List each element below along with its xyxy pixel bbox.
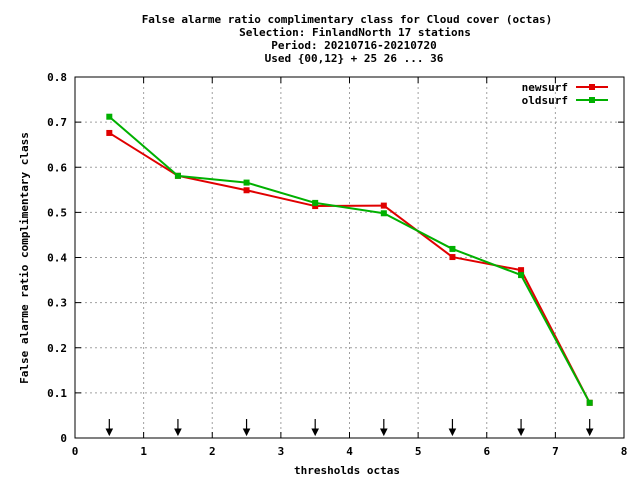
data-point — [380, 202, 387, 209]
y-tick-label: 0.2 — [47, 342, 67, 355]
data-point — [518, 267, 525, 274]
x-tick-label: 5 — [415, 445, 422, 458]
threshold-arrow — [517, 419, 525, 437]
threshold-arrow — [585, 419, 594, 437]
legend-item-newsurf: newsurf — [522, 81, 608, 94]
y-tick-label: 0.7 — [47, 116, 67, 129]
threshold-arrow — [174, 419, 182, 437]
axis-ticks — [74, 76, 625, 439]
grid — [75, 77, 624, 438]
legend-label: oldsurf — [522, 94, 568, 107]
y-tick-label: 0.3 — [47, 297, 67, 310]
x-tick-label: 6 — [483, 445, 490, 458]
title-line-2: Selection: FinlandNorth 17 stations — [239, 26, 471, 39]
data-point — [243, 187, 250, 194]
y-tick-label: 0.8 — [47, 71, 67, 84]
threshold-arrow — [311, 419, 319, 437]
y-tick-label: 0.1 — [47, 387, 67, 400]
threshold-arrow — [105, 419, 114, 437]
chart-title: False alarme ratio complimentary class f… — [142, 13, 553, 65]
title-line-1: False alarme ratio complimentary class f… — [142, 13, 553, 26]
series-line — [108, 115, 591, 404]
threshold-arrows — [105, 419, 594, 437]
series-line — [108, 132, 591, 404]
threshold-arrow — [380, 419, 388, 437]
series — [106, 113, 593, 406]
x-tick-label: 0 — [72, 445, 79, 458]
y-tick-label: 0.6 — [47, 161, 67, 174]
legend-marker — [589, 84, 595, 90]
x-axis-label: thresholds octas — [294, 464, 400, 477]
data-point — [380, 210, 387, 217]
x-tick-labels: 0 1 2 3 4 5 6 7 8 — [72, 445, 628, 458]
data-point — [243, 179, 250, 186]
data-point — [312, 203, 319, 210]
y-axis-label: False alarme ratio complimentary class — [18, 132, 31, 384]
y-tick-label: 0.4 — [47, 252, 67, 265]
x-tick-label: 2 — [209, 445, 216, 458]
legend-label: newsurf — [522, 81, 568, 94]
y-tick-label: 0 — [60, 432, 67, 445]
data-point — [449, 254, 456, 261]
data-point — [449, 245, 456, 252]
x-tick-label: 1 — [140, 445, 147, 458]
x-tick-label: 8 — [621, 445, 628, 458]
data-point — [106, 113, 113, 120]
data-point — [518, 272, 525, 279]
title-line-3: Period: 20210716-20210720 — [271, 39, 437, 52]
legend-item-oldsurf: oldsurf — [522, 94, 608, 107]
data-point — [174, 172, 181, 179]
y-tick-labels: 0 0.1 0.2 0.3 0.4 0.5 0.6 0.7 0.8 — [47, 71, 67, 445]
title-line-4: Used {00,12} + 25 26 ... 36 — [265, 52, 444, 65]
threshold-arrow — [242, 419, 251, 437]
legend-marker — [589, 97, 595, 103]
x-tick-label: 7 — [552, 445, 559, 458]
series-oldsurf — [106, 113, 593, 406]
data-point — [312, 199, 319, 206]
data-point — [586, 399, 593, 406]
threshold-arrow — [448, 419, 457, 437]
x-tick-label: 4 — [346, 445, 353, 458]
data-point — [106, 129, 113, 136]
y-tick-label: 0.5 — [47, 206, 67, 219]
x-tick-label: 3 — [278, 445, 285, 458]
